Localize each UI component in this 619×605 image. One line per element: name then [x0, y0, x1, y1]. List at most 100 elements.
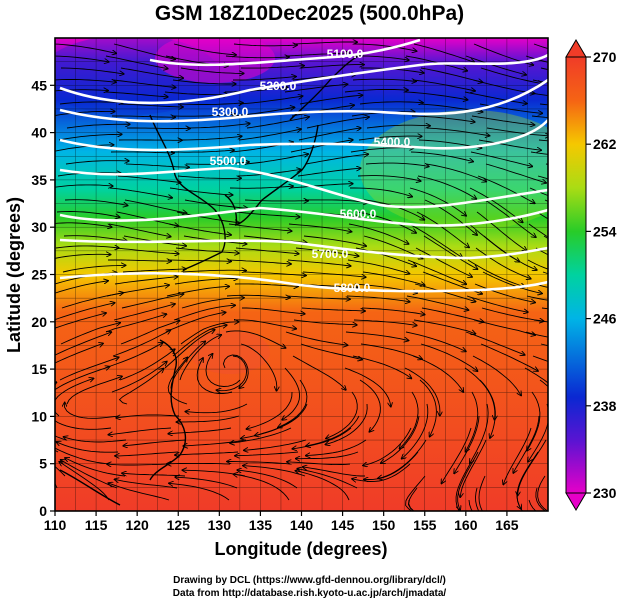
streamline: [419, 379, 437, 437]
contour-label: 5500.0: [210, 154, 247, 168]
streamline: [423, 235, 478, 269]
streamline: [287, 259, 351, 266]
streamline: [476, 211, 527, 251]
x-tick-label: 155: [413, 517, 437, 533]
streamline: [348, 223, 409, 244]
streamline: [412, 79, 475, 91]
contour-label: 5800.0: [334, 281, 371, 295]
streamline: [413, 319, 475, 334]
streamline: [120, 321, 179, 345]
coast-borneo: [59, 469, 121, 506]
streamline: [426, 127, 490, 136]
streamline: [185, 162, 249, 164]
x-tick-label: 125: [167, 517, 191, 533]
streamline: [400, 391, 419, 449]
colorbar-tick-label: 254: [593, 223, 617, 239]
height-contours: [59, 38, 548, 293]
streamline: [179, 136, 242, 141]
streamline: [55, 367, 109, 391]
streamline: [302, 271, 366, 277]
streamline: [353, 43, 417, 51]
streamline: [299, 95, 362, 105]
streamline: [306, 439, 367, 456]
streamline: [411, 115, 475, 122]
streamline: [169, 187, 233, 195]
streamline: [120, 67, 183, 78]
streamline: [350, 187, 412, 197]
streamline: [105, 55, 168, 69]
streamline: [466, 295, 528, 312]
streamline: [298, 128, 361, 141]
streamline: [62, 265, 126, 273]
streamline: [295, 247, 359, 256]
streamline: [413, 43, 474, 62]
streamline: [480, 67, 542, 84]
streamline: [407, 499, 415, 511]
streamline: [527, 259, 548, 270]
y-axis-ticks: 0 5 10 15 20 25 30 35 40 45: [31, 77, 55, 519]
streamline: [473, 319, 535, 335]
streamline: [242, 271, 306, 276]
streamline: [118, 369, 164, 405]
streamline: [285, 331, 348, 345]
streamline: [532, 355, 548, 362]
streamline: [345, 331, 408, 341]
streamline: [225, 56, 289, 58]
streamline: [229, 186, 293, 188]
streamline: [285, 53, 349, 57]
streamline: [479, 379, 496, 438]
x-tick-label: 135: [249, 517, 273, 533]
streamline: [478, 139, 541, 150]
streamline: [236, 211, 300, 217]
streamline: [417, 175, 476, 199]
streamline: [66, 124, 130, 129]
colorbar-tick-label: 230: [593, 485, 617, 501]
streamline: [65, 403, 120, 419]
streamline: [176, 211, 239, 223]
streamline: [167, 260, 231, 261]
streamline: [528, 403, 548, 462]
plot-area: 5100.0 5200.0 5300.0 5400.0 5500.0 5600.0 5700…: [55, 38, 548, 511]
y-tick-label: 15: [31, 361, 47, 377]
streamline: [122, 269, 186, 273]
streamline: [184, 199, 247, 208]
streamline: [55, 43, 116, 53]
streamline: [300, 65, 364, 69]
streamline: [420, 343, 478, 371]
streamline: [65, 458, 126, 477]
streamline: [305, 154, 368, 165]
streamline: [180, 67, 244, 73]
y-tick-label: 45: [31, 77, 47, 93]
chart-title: GSM 18Z10Dec2025 (500.0hPa): [154, 2, 465, 25]
streamline: [119, 103, 183, 107]
streamline: [227, 462, 291, 465]
streamline: [458, 451, 479, 510]
colorbar-tick-label: 246: [593, 311, 617, 327]
streamline: [112, 79, 176, 88]
streamline: [238, 129, 301, 141]
streamline: [242, 307, 305, 314]
streamline: [121, 294, 183, 309]
streamline: [365, 162, 429, 166]
streamline: [240, 343, 277, 391]
streamline: [233, 319, 296, 329]
streamline: [117, 175, 181, 183]
streamline: [303, 467, 365, 477]
coast-japan: [224, 124, 319, 227]
y-tick-label: 20: [31, 314, 47, 330]
x-tick-label: 110: [44, 517, 67, 533]
streamline: [55, 145, 114, 152]
streamline: [237, 470, 298, 489]
streamline: [230, 427, 292, 443]
streamline: [359, 379, 381, 432]
streamline: [530, 151, 548, 155]
streamline: [357, 175, 421, 182]
streamline: [186, 124, 250, 129]
streamline: [481, 307, 544, 321]
streamline: [535, 487, 546, 511]
streamline: [235, 451, 299, 456]
contour-5100: [149, 38, 421, 67]
streamline: [179, 103, 243, 105]
streamline: [358, 136, 422, 141]
streamline: [56, 442, 119, 453]
